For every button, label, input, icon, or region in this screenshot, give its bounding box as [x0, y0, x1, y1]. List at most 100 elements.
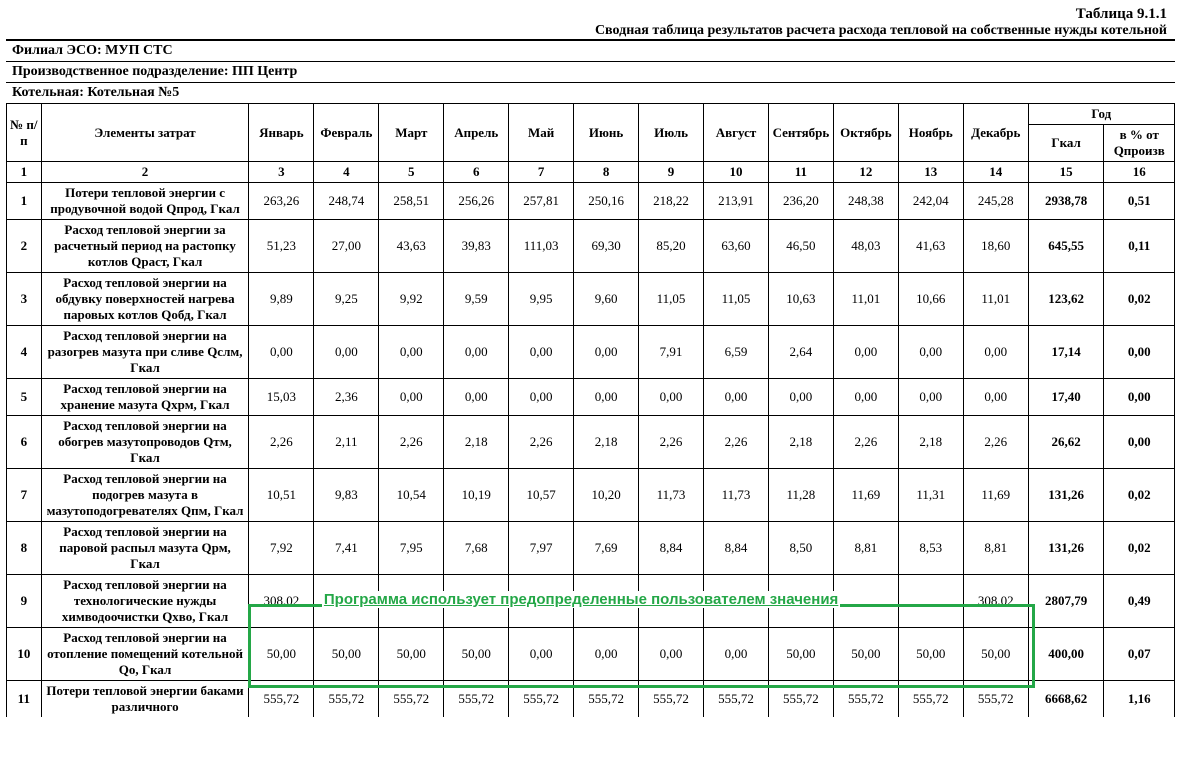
- table-wrapper: № п/п Элементы затрат Январь Февраль Мар…: [6, 103, 1175, 717]
- row-value: 555,72: [833, 681, 898, 718]
- row-value: 9,92: [379, 273, 444, 326]
- row-value: 85,20: [639, 220, 704, 273]
- row-total: 123,62: [1028, 273, 1104, 326]
- colnum: 10: [704, 162, 769, 183]
- row-value: 555,72: [574, 681, 639, 718]
- row-value: 9,83: [314, 469, 379, 522]
- row-value: 7,92: [249, 522, 314, 575]
- row-number: 7: [7, 469, 42, 522]
- row-value: 11,73: [639, 469, 704, 522]
- table-row: 7Расход тепловой энергии на подогрев маз…: [7, 469, 1175, 522]
- meta-line-1: Филиал ЭСО: МУП СТС: [6, 39, 1175, 62]
- row-value: 7,68: [444, 522, 509, 575]
- row-value: 0,00: [833, 379, 898, 416]
- table-row: 4Расход тепловой энергии на разогрев маз…: [7, 326, 1175, 379]
- row-value: 0,00: [963, 326, 1028, 379]
- row-name: Расход тепловой энергии за расчетный пер…: [41, 220, 249, 273]
- row-value: 2,26: [704, 416, 769, 469]
- col-elem: Элементы затрат: [41, 104, 249, 162]
- summary-table: № п/п Элементы затрат Январь Февраль Мар…: [6, 103, 1175, 717]
- row-total: 131,26: [1028, 469, 1104, 522]
- row-value: 0,00: [509, 379, 574, 416]
- row-value: 218,22: [639, 183, 704, 220]
- row-value: 2,26: [639, 416, 704, 469]
- row-value: 0,00: [574, 628, 639, 681]
- col-month: Май: [509, 104, 574, 162]
- row-number: 2: [7, 220, 42, 273]
- colnum: 14: [963, 162, 1028, 183]
- row-value: 555,72: [444, 681, 509, 718]
- colnum: 5: [379, 162, 444, 183]
- row-value: 48,03: [833, 220, 898, 273]
- col-month: Июль: [639, 104, 704, 162]
- row-value: 7,91: [639, 326, 704, 379]
- row-value: 0,00: [509, 628, 574, 681]
- row-value: 248,38: [833, 183, 898, 220]
- row-value: 18,60: [963, 220, 1028, 273]
- row-value: 10,54: [379, 469, 444, 522]
- col-month: Ноябрь: [898, 104, 963, 162]
- row-value: 0,00: [963, 379, 1028, 416]
- row-value: 9,59: [444, 273, 509, 326]
- row-name: Расход тепловой энергии на технологическ…: [41, 575, 249, 628]
- row-value: 10,51: [249, 469, 314, 522]
- colnum: 8: [574, 162, 639, 183]
- colnum: 4: [314, 162, 379, 183]
- colnum: 12: [833, 162, 898, 183]
- row-value: 9,60: [574, 273, 639, 326]
- row-total: 17,40: [1028, 379, 1104, 416]
- colnum: 16: [1104, 162, 1175, 183]
- row-value: 236,20: [768, 183, 833, 220]
- row-name: Расход тепловой энергии на паровой распы…: [41, 522, 249, 575]
- row-total: 0,11: [1104, 220, 1175, 273]
- row-value: 2,18: [768, 416, 833, 469]
- table-row: 11Потери тепловой энергии баками различн…: [7, 681, 1175, 718]
- row-name: Расход тепловой энергии на обогрев мазут…: [41, 416, 249, 469]
- table-row: 1Потери тепловой энергии с продувочной в…: [7, 183, 1175, 220]
- row-value: 10,19: [444, 469, 509, 522]
- row-value: 250,16: [574, 183, 639, 220]
- row-value: 555,72: [768, 681, 833, 718]
- colnum: 1: [7, 162, 42, 183]
- row-value: 308,02: [963, 575, 1028, 628]
- colnum: 13: [898, 162, 963, 183]
- row-value: 39,83: [444, 220, 509, 273]
- table-row: 5Расход тепловой энергии на хранение маз…: [7, 379, 1175, 416]
- colnum: 7: [509, 162, 574, 183]
- row-value: 11,73: [704, 469, 769, 522]
- row-value: 9,95: [509, 273, 574, 326]
- row-number: 3: [7, 273, 42, 326]
- col-month: Январь: [249, 104, 314, 162]
- row-number: 1: [7, 183, 42, 220]
- row-name: Расход тепловой энергии на обдувку повер…: [41, 273, 249, 326]
- row-value: 555,72: [249, 681, 314, 718]
- row-total: 1,16: [1104, 681, 1175, 718]
- row-value: 2,36: [314, 379, 379, 416]
- row-total: 131,26: [1028, 522, 1104, 575]
- row-value: 10,63: [768, 273, 833, 326]
- col-month: Сентябрь: [768, 104, 833, 162]
- row-value: 50,00: [768, 628, 833, 681]
- col-month: Июнь: [574, 104, 639, 162]
- row-value: 555,72: [639, 681, 704, 718]
- col-year: Год: [1028, 104, 1174, 125]
- row-total: 0,02: [1104, 522, 1175, 575]
- row-number: 11: [7, 681, 42, 718]
- row-value: 27,00: [314, 220, 379, 273]
- colnum: 3: [249, 162, 314, 183]
- row-value: 0,00: [768, 379, 833, 416]
- row-value: 0,00: [444, 326, 509, 379]
- row-value: 51,23: [249, 220, 314, 273]
- row-total: 645,55: [1028, 220, 1104, 273]
- row-value: 11,69: [833, 469, 898, 522]
- row-name: Расход тепловой энергии на разогрев мазу…: [41, 326, 249, 379]
- row-value: 0,00: [249, 326, 314, 379]
- row-value: 0,00: [639, 379, 704, 416]
- col-month: Февраль: [314, 104, 379, 162]
- row-value: 7,95: [379, 522, 444, 575]
- row-value: 8,50: [768, 522, 833, 575]
- row-value: 11,01: [833, 273, 898, 326]
- row-total: 0,51: [1104, 183, 1175, 220]
- row-value: 50,00: [314, 628, 379, 681]
- row-value: 213,91: [704, 183, 769, 220]
